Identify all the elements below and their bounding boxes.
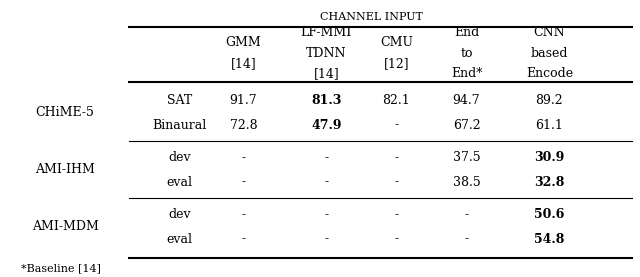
Text: -: - bbox=[394, 151, 399, 164]
Text: 30.9: 30.9 bbox=[534, 151, 564, 164]
Text: [14]: [14] bbox=[314, 67, 339, 80]
Text: -: - bbox=[394, 233, 399, 246]
Text: TDNN: TDNN bbox=[306, 47, 347, 60]
Text: -: - bbox=[241, 233, 246, 246]
Text: End: End bbox=[454, 26, 479, 39]
Text: 37.5: 37.5 bbox=[452, 151, 481, 164]
Text: -: - bbox=[324, 151, 328, 164]
Text: 50.6: 50.6 bbox=[534, 208, 564, 221]
Text: -: - bbox=[241, 208, 246, 221]
Text: -: - bbox=[324, 233, 328, 246]
Text: *Baseline [14]: *Baseline [14] bbox=[20, 264, 100, 274]
Text: 81.3: 81.3 bbox=[311, 94, 342, 107]
Text: dev: dev bbox=[168, 151, 191, 164]
Text: -: - bbox=[465, 233, 468, 246]
Text: to: to bbox=[460, 47, 473, 60]
Text: Encode: Encode bbox=[526, 67, 573, 80]
Text: 89.2: 89.2 bbox=[536, 94, 563, 107]
Text: eval: eval bbox=[167, 233, 193, 246]
Text: dev: dev bbox=[168, 208, 191, 221]
Text: LF-MMI: LF-MMI bbox=[301, 26, 352, 39]
Text: -: - bbox=[465, 208, 468, 221]
Text: -: - bbox=[241, 151, 246, 164]
Text: AMI-MDM: AMI-MDM bbox=[31, 220, 99, 234]
Text: 61.1: 61.1 bbox=[536, 119, 563, 132]
Text: SAT: SAT bbox=[167, 94, 193, 107]
Text: -: - bbox=[394, 208, 399, 221]
Text: 91.7: 91.7 bbox=[230, 94, 257, 107]
Text: 32.8: 32.8 bbox=[534, 176, 564, 189]
Text: 38.5: 38.5 bbox=[452, 176, 481, 189]
Text: [12]: [12] bbox=[383, 57, 409, 70]
Text: 72.8: 72.8 bbox=[230, 119, 257, 132]
Text: -: - bbox=[394, 176, 399, 189]
Text: CNN: CNN bbox=[534, 26, 565, 39]
Text: CHiME-5: CHiME-5 bbox=[36, 106, 95, 119]
Text: 54.8: 54.8 bbox=[534, 233, 564, 246]
Text: GMM: GMM bbox=[226, 36, 261, 49]
Text: eval: eval bbox=[167, 176, 193, 189]
Text: -: - bbox=[324, 208, 328, 221]
Text: End*: End* bbox=[451, 67, 483, 80]
Text: -: - bbox=[324, 176, 328, 189]
Text: CHANNEL INPUT: CHANNEL INPUT bbox=[319, 12, 422, 22]
Text: Binaural: Binaural bbox=[153, 119, 207, 132]
Text: based: based bbox=[531, 47, 568, 60]
Text: -: - bbox=[241, 176, 246, 189]
Text: 94.7: 94.7 bbox=[452, 94, 481, 107]
Text: 47.9: 47.9 bbox=[311, 119, 342, 132]
Text: AMI-IHM: AMI-IHM bbox=[35, 163, 95, 176]
Text: 67.2: 67.2 bbox=[452, 119, 481, 132]
Text: -: - bbox=[394, 119, 399, 132]
Text: CMU: CMU bbox=[380, 36, 413, 49]
Text: 82.1: 82.1 bbox=[383, 94, 410, 107]
Text: [14]: [14] bbox=[230, 57, 257, 70]
